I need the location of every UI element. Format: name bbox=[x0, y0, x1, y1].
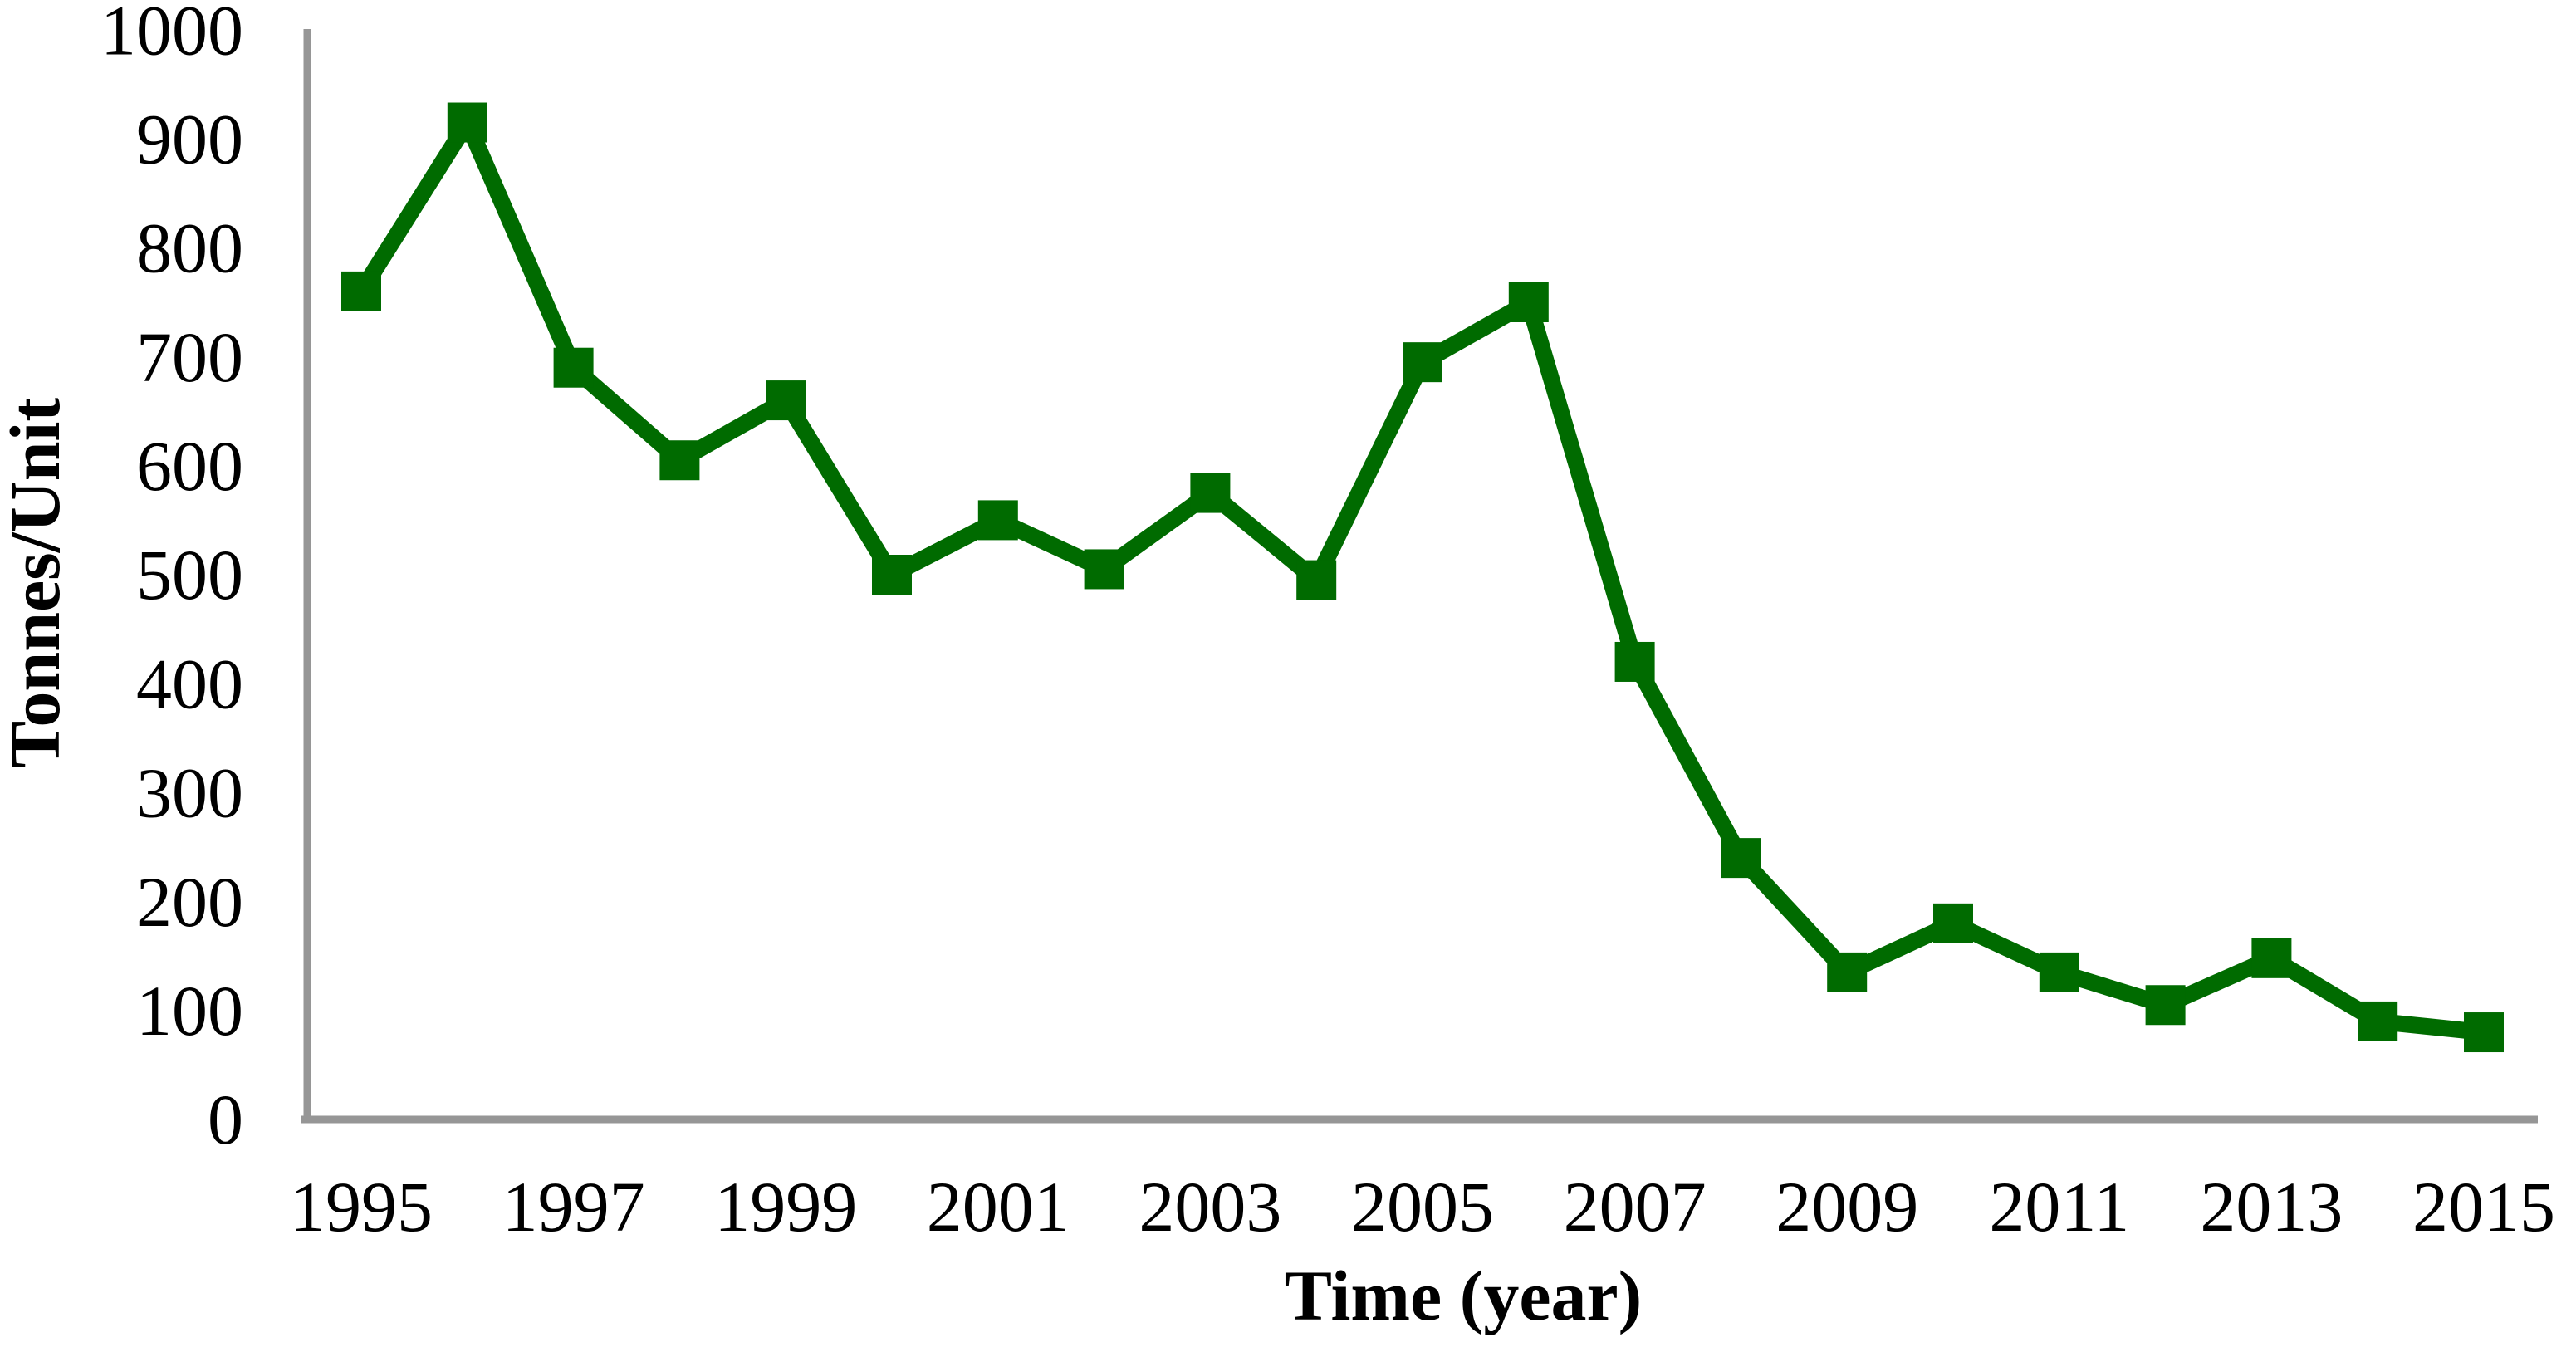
data-point-2014 bbox=[2358, 1001, 2398, 1041]
x-tick-label-1995: 1995 bbox=[290, 1167, 433, 1247]
data-point-2012 bbox=[2145, 985, 2186, 1026]
x-axis-title: Time (year) bbox=[1285, 1256, 1643, 1335]
data-point-2015 bbox=[2464, 1012, 2504, 1053]
data-point-2002 bbox=[1084, 549, 1124, 590]
x-tick-label-2007: 2007 bbox=[1564, 1167, 1707, 1247]
y-tick-label-400: 400 bbox=[136, 644, 243, 723]
tick-label-layer: 0 100 200 300 400 500 600 700 800 900 1000 1995 1997… bbox=[100, 0, 2555, 1247]
y-tick-label-1000: 1000 bbox=[100, 0, 243, 70]
data-point-1997 bbox=[553, 347, 594, 388]
data-point-2010 bbox=[1933, 903, 1973, 943]
data-point-2011 bbox=[2039, 952, 2079, 992]
x-tick-label-1999: 1999 bbox=[714, 1167, 857, 1247]
y-tick-label-100: 100 bbox=[136, 971, 243, 1051]
data-point-2000 bbox=[872, 555, 912, 595]
data-point-2009 bbox=[1827, 952, 1868, 992]
y-tick-label-800: 800 bbox=[136, 208, 243, 288]
data-point-2003 bbox=[1190, 473, 1231, 513]
axes-layer bbox=[301, 29, 2538, 1124]
x-tick-label-2001: 2001 bbox=[927, 1167, 1070, 1247]
data-point-2007 bbox=[1614, 641, 1655, 682]
data-point-1998 bbox=[659, 440, 700, 481]
x-tick-label-2015: 2015 bbox=[2412, 1167, 2555, 1247]
data-point-2008 bbox=[1721, 838, 1761, 879]
y-tick-label-700: 700 bbox=[136, 317, 243, 397]
y-tick-label-300: 300 bbox=[136, 753, 243, 833]
y-tick-label-900: 900 bbox=[136, 99, 243, 179]
x-tick-label-1997: 1997 bbox=[502, 1167, 645, 1247]
x-tick-label-2003: 2003 bbox=[1139, 1167, 1281, 1247]
y-tick-label-200: 200 bbox=[136, 862, 243, 942]
data-point-1996 bbox=[447, 102, 487, 143]
x-tick-label-2009: 2009 bbox=[1775, 1167, 1918, 1247]
x-tick-label-2005: 2005 bbox=[1351, 1167, 1494, 1247]
data-point-2004 bbox=[1296, 560, 1337, 600]
y-tick-label-0: 0 bbox=[208, 1080, 243, 1159]
y-axis-title: Tonnes/Unit bbox=[0, 398, 75, 768]
data-point-1995 bbox=[341, 271, 381, 311]
x-tick-label-2013: 2013 bbox=[2200, 1167, 2343, 1247]
y-tick-label-600: 600 bbox=[136, 426, 243, 506]
data-point-2001 bbox=[977, 500, 1018, 541]
data-point-2013 bbox=[2251, 938, 2292, 978]
data-point-2005 bbox=[1403, 342, 1442, 383]
data-point-2006 bbox=[1508, 282, 1549, 322]
data-point-1999 bbox=[766, 380, 806, 421]
series-line bbox=[354, 105, 2485, 1041]
data-series-layer bbox=[341, 102, 2504, 1053]
x-tick-label-2011: 2011 bbox=[1989, 1167, 2129, 1247]
y-tick-label-500: 500 bbox=[136, 535, 243, 615]
